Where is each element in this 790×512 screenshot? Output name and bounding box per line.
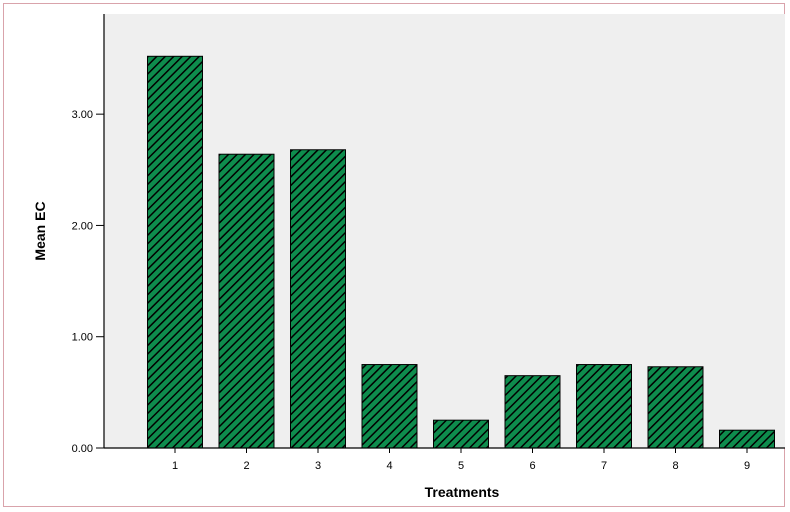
x-tick-label: 8 — [672, 460, 678, 472]
x-tick-label: 6 — [529, 460, 535, 472]
x-axis-title: Treatments — [425, 484, 500, 500]
y-tick-label: 3.00 — [72, 109, 93, 121]
x-tick-label: 2 — [243, 460, 249, 472]
x-tick-label: 3 — [315, 460, 321, 472]
bar-1 — [147, 55, 203, 449]
x-tick-label: 7 — [601, 460, 607, 472]
bar-9 — [719, 429, 775, 449]
bar-7 — [576, 364, 632, 449]
y-tick-label: 2.00 — [72, 220, 93, 232]
x-tick-label: 5 — [458, 460, 464, 472]
x-ticks-group: 1 2 3 4 5 6 7 8 9 — [172, 448, 750, 472]
y-tick-label: 0.00 — [72, 443, 93, 455]
bar-3 — [290, 149, 346, 449]
bar-4 — [361, 364, 418, 449]
y-tick-label: 1.00 — [72, 332, 93, 344]
bar-8 — [647, 366, 704, 449]
bar-5 — [433, 419, 489, 449]
x-tick-label: 4 — [386, 460, 392, 472]
y-ticks-group: 0.00 1.00 2.00 3.00 — [72, 109, 104, 455]
y-axis-title: Mean EC — [32, 201, 48, 260]
x-tick-label: 1 — [172, 460, 178, 472]
bars-group — [147, 55, 775, 449]
bar-2 — [218, 153, 275, 449]
bar-6 — [504, 375, 561, 449]
x-tick-label: 9 — [744, 460, 750, 472]
